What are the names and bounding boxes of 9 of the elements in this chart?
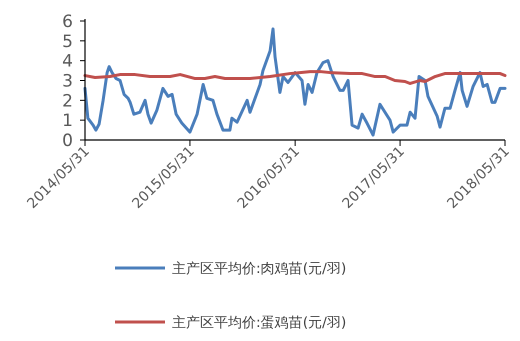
- legend-label: 主产区平均价:肉鸡苗(元/羽): [172, 261, 346, 277]
- y-tick-label: 0: [62, 131, 73, 151]
- y-tick-label: 2: [62, 91, 73, 112]
- y-tick-label: 1: [62, 111, 73, 132]
- legend-label: 主产区平均价:蛋鸡苗(元/羽): [172, 315, 346, 331]
- y-tick-label: 3: [62, 72, 73, 92]
- y-tick-label: 4: [62, 52, 73, 72]
- y-tick-label: 5: [62, 32, 73, 52]
- y-tick-label: 6: [62, 12, 73, 32]
